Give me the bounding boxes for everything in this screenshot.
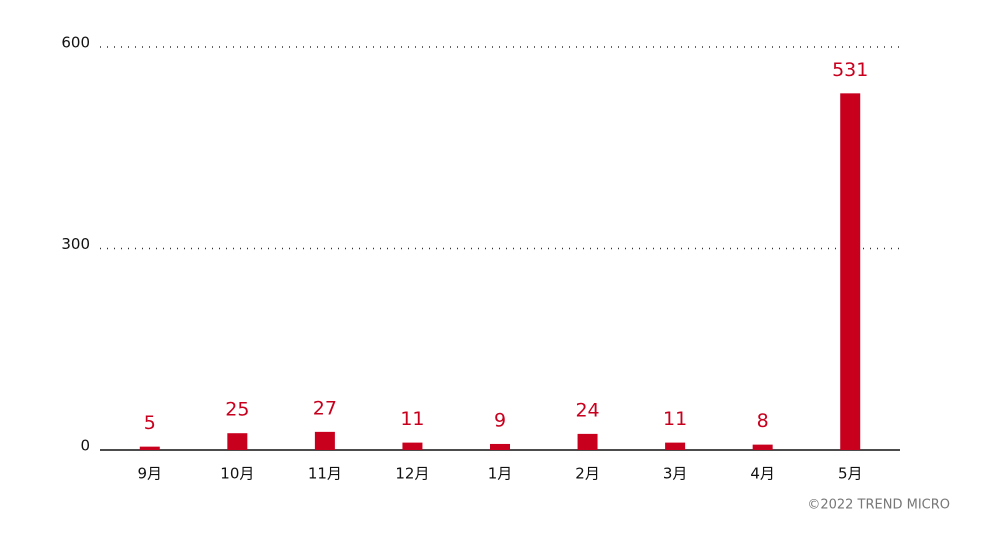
y-tick-label: 600	[61, 34, 90, 52]
bar	[752, 444, 773, 450]
value-label: 5	[144, 412, 156, 434]
x-tick-label: 12月	[395, 465, 429, 483]
x-tick-label: 11月	[308, 465, 342, 483]
bar	[840, 93, 861, 450]
x-tick-label: 9月	[138, 465, 163, 483]
value-label: 27	[313, 397, 337, 419]
value-label: 11	[663, 408, 687, 430]
x-tick-label: 3月	[663, 465, 688, 483]
y-tick-label: 300	[61, 235, 90, 253]
value-label: 24	[575, 399, 599, 421]
x-tick-label: 2月	[575, 465, 600, 483]
value-label: 9	[494, 409, 506, 431]
value-label: 11	[400, 408, 424, 430]
y-tick-label: 0	[80, 437, 90, 455]
bar	[314, 431, 335, 450]
value-label: 8	[757, 410, 769, 432]
x-tick-label: 10月	[220, 465, 254, 483]
x-tick-label: 1月	[488, 465, 513, 483]
x-tick-label: 4月	[750, 465, 775, 483]
bar	[490, 443, 510, 450]
bar	[139, 446, 160, 450]
bar	[577, 433, 598, 450]
x-tick-label: 5月	[838, 465, 863, 483]
bar	[402, 442, 423, 450]
value-label: 531	[832, 59, 868, 81]
bar	[665, 442, 686, 450]
bar	[227, 433, 248, 450]
value-label: 25	[225, 399, 249, 421]
credit: ©2022 TREND MICRO	[807, 498, 950, 513]
